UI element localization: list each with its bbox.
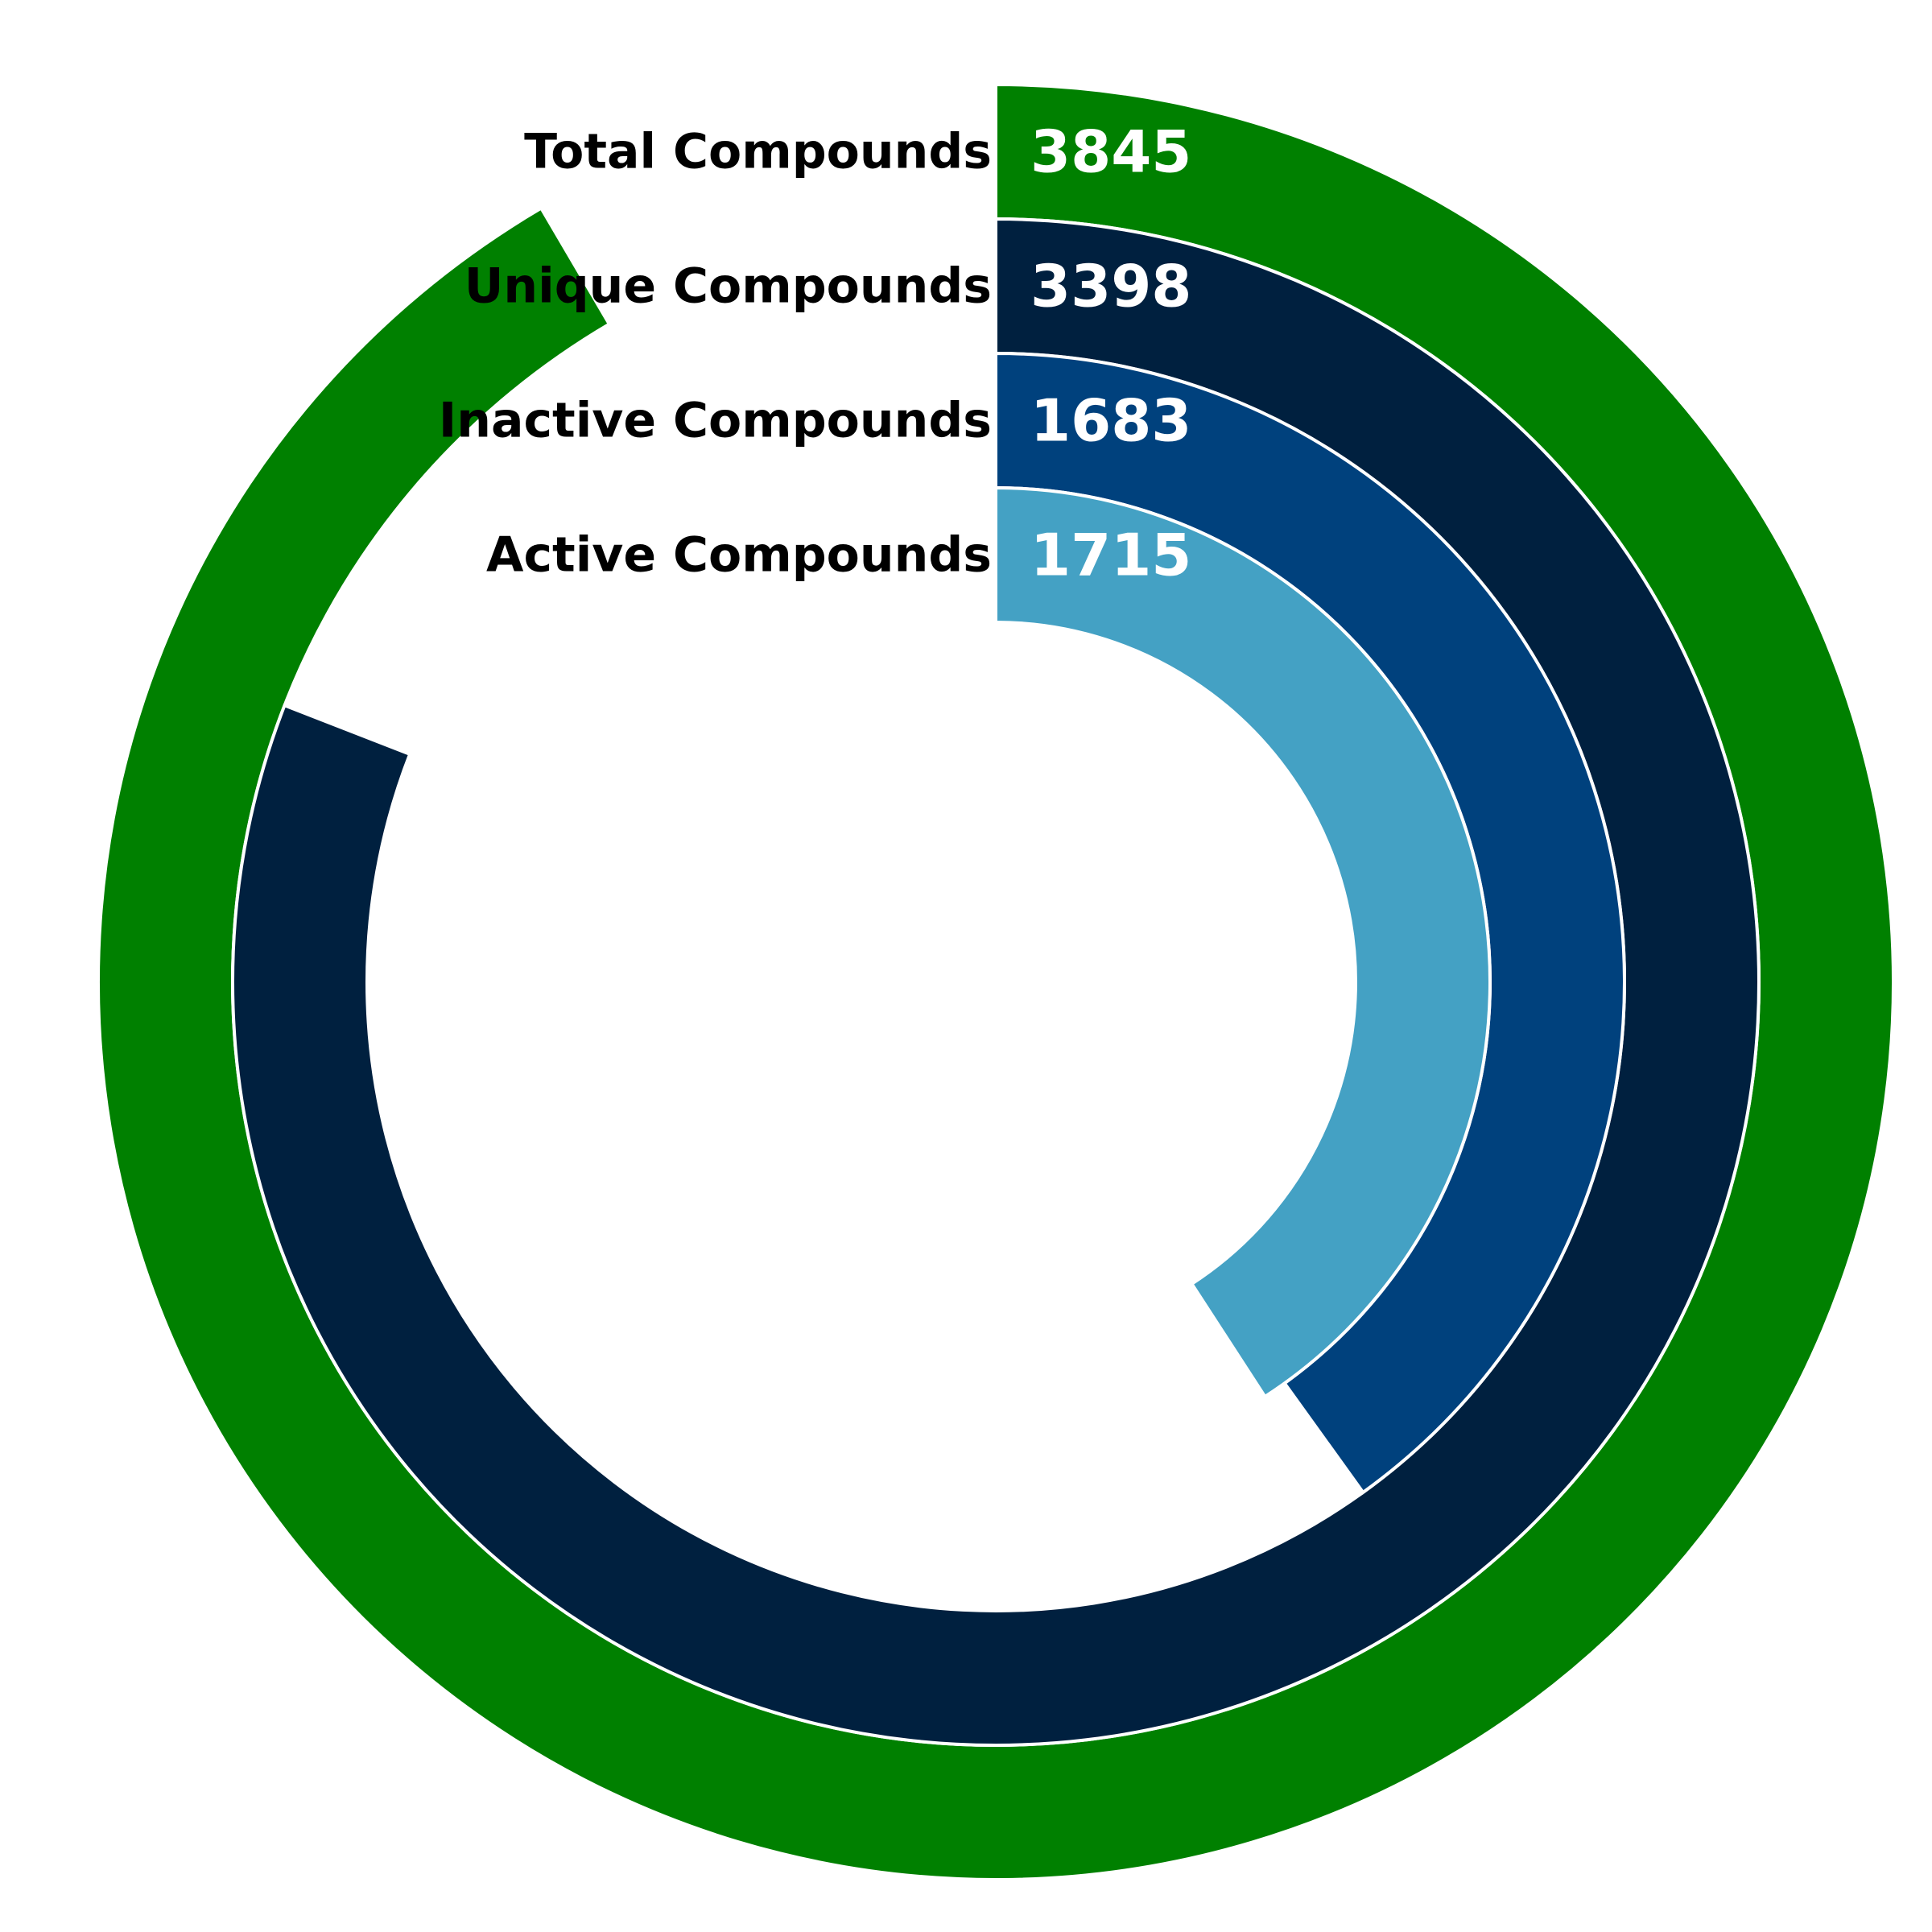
ring-value-inactive-compounds: 1683 (1030, 387, 1191, 455)
ring-value-active-compounds: 1715 (1030, 522, 1191, 589)
ring-label-total-compounds: Total Compounds (524, 124, 992, 180)
ring-label-inactive-compounds: Inactive Compounds (439, 393, 992, 449)
ring-group (97, 82, 1895, 1881)
ring-bar-active-compounds (994, 485, 1492, 1399)
ring-value-total-compounds: 3845 (1030, 118, 1191, 186)
label-group: Total Compounds 3845 Unique Compounds 3398 I… (439, 118, 1191, 589)
ring-label-unique-compounds: Unique Compounds (464, 258, 992, 315)
ring-value-unique-compounds: 3398 (1030, 253, 1191, 320)
ring-label-active-compounds: Active Compounds (486, 527, 992, 584)
